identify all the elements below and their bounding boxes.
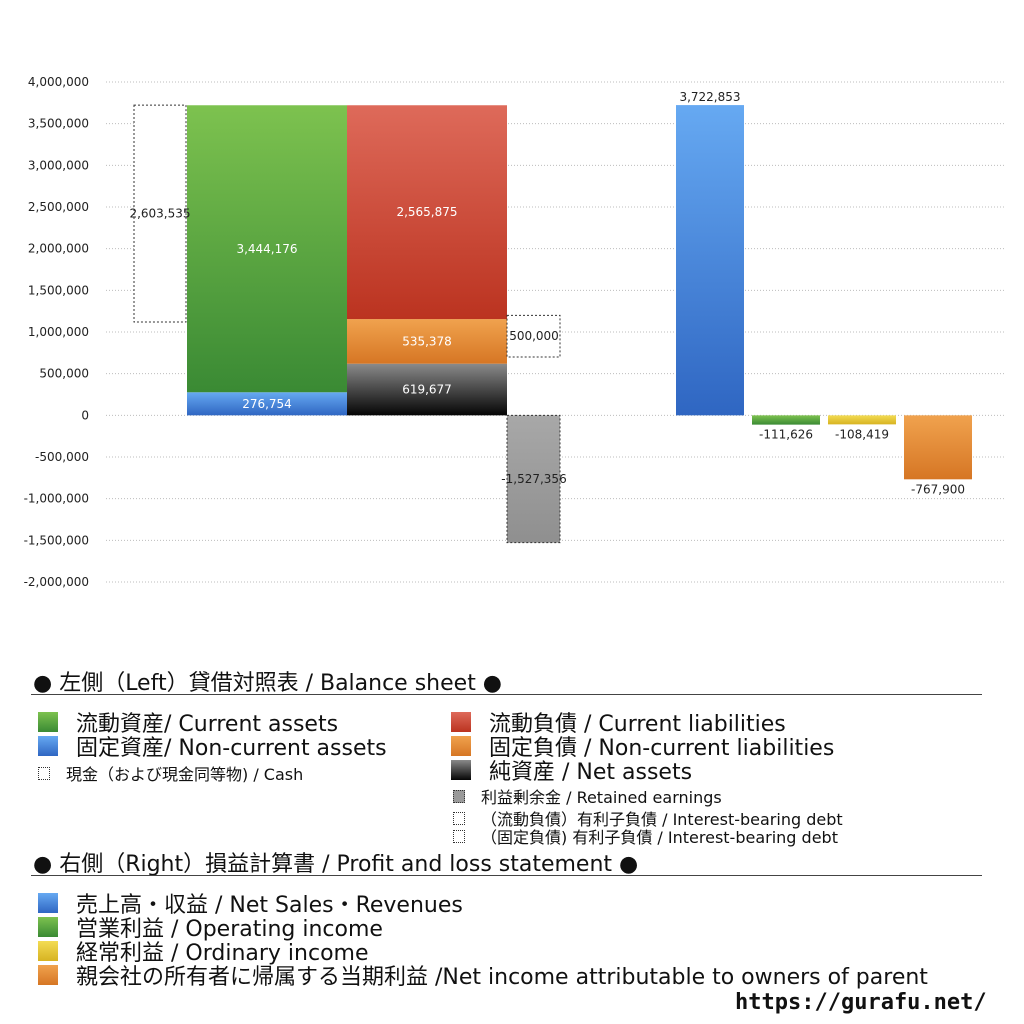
y-tick-label: 2,000,000 [28,242,89,256]
legend-left-title: ● 左側（Left）貸借対照表 / Balance sheet ● [33,671,503,696]
legend-label-operating-income: 営業利益 / Operating income [76,917,383,942]
bar-non-current-assets [187,392,347,416]
bars [133,104,972,544]
y-tick-label: 3,500,000 [28,117,89,131]
swatch-blue [38,893,58,913]
legend-divider-right [31,875,982,876]
y-tick-label: -1,000,000 [24,492,89,506]
legend-item-non-current-assets: 固定資産/ Non-current assets [38,730,387,762]
y-tick-label: -1,500,000 [24,533,89,547]
legend-item-current-liabilities: 流動負債 / Current liabilities [451,706,786,738]
bar-cash [133,104,187,323]
bar-ordinary-income [828,415,896,425]
label-net-income-parent: -767,900 [911,482,965,496]
swatch-blue [38,736,58,756]
label-non-current-liabilities: 535,378 [402,334,452,348]
chart: 4,000,000 3,500,000 3,000,000 2,500,000 2,00… [24,75,1005,589]
legend-label-cash: 現金（および現金同等物) / Cash [66,765,304,784]
swatch-yellow [38,941,58,961]
legend-divider-left [31,694,982,695]
swatch-dotted [453,811,465,825]
legend-item-ibd-noncurrent: （固定負債) 有利子負債 / Interest-bearing debt [453,824,838,848]
swatch-dotted [38,766,50,780]
bar-retained-earnings [506,414,561,544]
legend-label-current-assets: 流動資産/ Current assets [76,712,339,737]
y-tick-label: 500,000 [39,367,89,381]
legend-label-net-assets: 純資産 / Net assets [489,760,693,785]
y-tick-label: 1,000,000 [28,325,89,339]
legend-item-net-sales: 売上高・収益 / Net Sales・Revenues [38,887,463,919]
legend-item-net-income-parent: 親会社の所有者に帰属する当期利益 /Net income attributabl… [38,959,928,991]
swatch-orange [38,965,58,985]
y-tick-label: -500,000 [35,450,89,464]
label-non-current-assets: 276,754 [242,397,292,411]
legend-label-net-income-parent: 親会社の所有者に帰属する当期利益 /Net income attributabl… [76,965,928,990]
label-net-sales: 3,722,853 [679,90,740,104]
bar-current-liabilities [347,105,507,320]
bar-net-sales [676,105,744,416]
legend-label-ibd-noncurrent: （固定負債) 有利子負債 / Interest-bearing debt [481,828,838,847]
y-axis: 4,000,000 3,500,000 3,000,000 2,500,000 2,00… [24,75,89,589]
label-net-assets: 619,677 [402,383,452,397]
label-ordinary-income: -108,419 [835,427,889,441]
legend-item-non-current-liabilities: 固定負債 / Non-current liabilities [451,730,834,762]
y-tick-label: 1,500,000 [28,283,89,297]
swatch-green [38,917,58,937]
y-tick-label: -2,000,000 [24,575,89,589]
swatch-green [38,712,58,732]
site-url[interactable]: https://gurafu.net/ [735,990,987,1015]
y-tick-label: 0 [81,408,89,422]
y-tick-label: 3,000,000 [28,158,89,172]
bar-current-assets [187,105,347,393]
label-current-assets: 3,444,176 [236,242,297,256]
legend-label-net-sales: 売上高・収益 / Net Sales・Revenues [76,893,463,918]
legend-right-title: ● 右側（Right）損益計算書 / Profit and loss state… [33,852,639,877]
label-retained-earnings: -1,527,356 [501,472,566,486]
swatch-red [451,712,471,732]
swatch-black [451,760,471,780]
y-tick-label: 4,000,000 [28,75,89,89]
legend-item-cash: 現金（および現金同等物) / Cash [38,761,303,785]
swatch-orange [451,736,471,756]
label-current-liabilities: 2,565,875 [396,205,457,219]
bar-non-current-liabilities [347,319,507,364]
legend-item-retained-earnings: 利益剰余金 / Retained earnings [453,784,722,808]
bar-net-income-parent [904,415,972,480]
label-cash: 2,603,535 [129,207,190,221]
legend-label-retained-earnings: 利益剰余金 / Retained earnings [481,788,722,807]
legend-item-ordinary-income: 経常利益 / Ordinary income [38,935,369,967]
label-interest-bearing-debt: 500,000 [509,329,559,343]
label-operating-income: -111,626 [759,428,813,442]
legend-label-ibd-current: （流動負債）有利子負債 / Interest-bearing debt [481,810,843,829]
bar-net-assets [347,363,507,416]
bar-operating-income [752,415,820,425]
legend-label-ordinary-income: 経常利益 / Ordinary income [76,941,369,966]
legend-item-net-assets: 純資産 / Net assets [451,754,692,786]
legend-item-operating-income: 営業利益 / Operating income [38,911,383,943]
legend-item-current-assets: 流動資産/ Current assets [38,706,338,738]
bar-interest-bearing-debt [506,314,561,358]
data-labels: 2,603,535 276,754 3,444,176 619,677 535,378 2… [129,90,965,496]
legend-label-current-liabilities: 流動負債 / Current liabilities [489,712,786,737]
swatch-gray [453,789,465,803]
legend-label-non-current-liabilities: 固定負債 / Non-current liabilities [489,736,835,761]
legend-label-non-current-assets: 固定資産/ Non-current assets [76,736,387,761]
y-tick-label: 2,500,000 [28,200,89,214]
legend-item-ibd-current: （流動負債）有利子負債 / Interest-bearing debt [453,806,843,830]
swatch-dotted [453,829,465,843]
